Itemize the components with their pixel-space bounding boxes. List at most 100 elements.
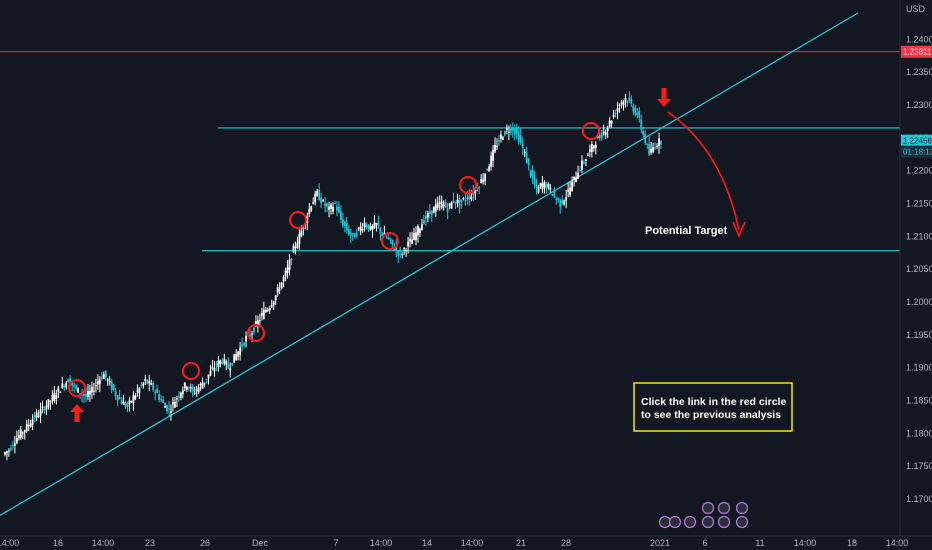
- candle-body: [583, 162, 585, 164]
- candle-body: [160, 399, 162, 401]
- candle-body: [175, 398, 178, 400]
- candle-body: [517, 132, 520, 142]
- candle-body: [419, 228, 421, 234]
- candle-body: [644, 134, 647, 143]
- candle-body: [231, 363, 234, 365]
- candle-body: [264, 310, 267, 313]
- candle-body: [302, 228, 305, 230]
- red-circle-marker: [459, 176, 477, 194]
- candle-body: [39, 409, 42, 416]
- candle-body: [444, 202, 447, 208]
- candle-body: [134, 395, 137, 399]
- candle-body: [541, 182, 544, 190]
- candle-body: [268, 307, 271, 311]
- candle-body: [421, 224, 423, 231]
- candle-body: [432, 206, 435, 214]
- candle-body: [65, 382, 68, 388]
- time-tick-label: 14:00: [794, 538, 817, 548]
- candle-body: [170, 410, 172, 413]
- event-icons[interactable]: [658, 501, 749, 529]
- time-ticks: 14:00 16 14:00 23 26 Dec 7 14:00 14 14:00 21 28 2021…: [0, 538, 908, 548]
- time-axis[interactable]: 14:00 16 14:00 23 26 Dec 7 14:00 14 14:00 21 28 2021…: [0, 535, 932, 548]
- candle-body: [310, 206, 313, 211]
- candle-body: [371, 226, 374, 230]
- candle-body: [567, 189, 570, 192]
- event-icon: [735, 501, 749, 515]
- candle-body: [389, 238, 392, 240]
- time-tick-label: 6: [702, 538, 707, 548]
- candle-body: [648, 144, 651, 155]
- candle-body: [403, 248, 406, 250]
- price-tick-label: 1.18000: [906, 428, 932, 438]
- candle-body: [110, 381, 113, 390]
- candle-body: [341, 219, 344, 226]
- candle-body: [37, 415, 40, 418]
- candle-body: [543, 182, 546, 188]
- analysis-note-box: [633, 382, 793, 432]
- trendline-layer: [0, 12, 859, 516]
- candle-body: [338, 206, 340, 213]
- candle-body: [108, 380, 111, 383]
- candle-body: [49, 400, 52, 403]
- price-tick-label: 1.19500: [906, 330, 932, 340]
- candle-body: [515, 127, 518, 134]
- candle-body: [527, 158, 530, 166]
- candle-body: [446, 207, 449, 213]
- candle-body: [440, 201, 443, 208]
- candle-body: [91, 386, 93, 393]
- red-circle-marker: [68, 379, 86, 397]
- candle-body: [276, 287, 279, 293]
- candle-body: [114, 390, 117, 396]
- candle-body: [513, 128, 516, 135]
- candle-body: [460, 199, 463, 203]
- event-icon: [735, 515, 749, 529]
- candle-body: [278, 289, 281, 291]
- candle-body: [496, 146, 498, 148]
- price-tick-label: 1.22000: [906, 166, 932, 176]
- candle-body: [177, 396, 180, 398]
- time-tick-label: 14: [422, 538, 432, 548]
- candle-body: [189, 387, 192, 389]
- candle-body: [565, 197, 568, 201]
- candle-body: [296, 242, 299, 249]
- candle-body: [11, 445, 14, 447]
- candle-body: [417, 226, 419, 236]
- time-tick-label: 16: [53, 538, 63, 548]
- candle-body: [466, 197, 469, 200]
- analysis-note[interactable]: Click the link in the red circle to see …: [633, 382, 793, 432]
- candle-body: [233, 353, 236, 363]
- candle-body: [136, 390, 139, 392]
- candle-body: [377, 223, 380, 227]
- candle-body: [468, 195, 471, 200]
- candle-body: [602, 131, 605, 134]
- candle-body: [257, 320, 259, 327]
- candle-body: [594, 144, 597, 149]
- candle-body: [249, 334, 251, 336]
- candle-body: [511, 127, 514, 131]
- price-axis[interactable]: USD 1.240001.235001.230001.225001.220001…: [899, 0, 932, 536]
- candle-body: [610, 120, 613, 124]
- candle-body: [579, 169, 581, 171]
- candle-body: [25, 423, 28, 432]
- candle-body: [148, 380, 151, 384]
- event-icon: [717, 501, 731, 515]
- candle-body: [116, 395, 119, 401]
- candle-body: [183, 382, 186, 389]
- candle-body: [47, 399, 50, 407]
- candle-body: [172, 401, 174, 405]
- candle-body: [241, 344, 244, 347]
- price-tick-label: 1.20000: [906, 297, 932, 307]
- candle-body: [614, 112, 617, 114]
- candle-body: [559, 199, 562, 207]
- potential-target-label: Potential Target: [645, 225, 728, 237]
- candle-body: [191, 386, 194, 392]
- candle-body: [128, 400, 131, 405]
- candle-body: [104, 370, 107, 378]
- candle-body: [87, 390, 89, 397]
- red-circle-marker: [381, 232, 399, 250]
- time-tick-label: 23: [145, 538, 155, 548]
- candle-body: [642, 130, 645, 135]
- candle-body: [229, 368, 232, 371]
- candle-body: [124, 403, 127, 408]
